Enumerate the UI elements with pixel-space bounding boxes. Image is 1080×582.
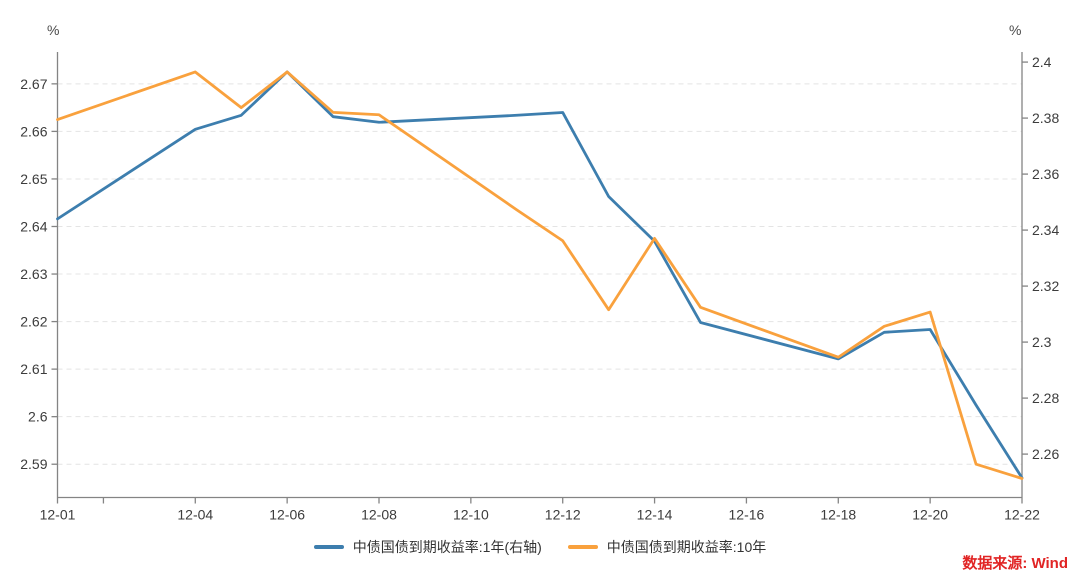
left-axis-unit: % (47, 22, 60, 38)
data-source-note: 数据来源: Wind (962, 555, 1068, 572)
right-axis-tick-label: 2.28 (1032, 390, 1059, 406)
x-axis-tick-label: 12-10 (453, 507, 489, 523)
x-axis-tick-label: 12-18 (820, 507, 856, 523)
series-line-10y (56, 70, 1024, 480)
x-axis-tick-label: 12-06 (269, 507, 305, 523)
right-axis-tick-label: 2.26 (1032, 446, 1059, 462)
left-axis-tick-label: 2.6 (28, 409, 48, 425)
left-axis-tick-label: 2.64 (20, 218, 47, 234)
legend-label-1y: 中债国债到期收益率:1年(右轴) (352, 539, 542, 555)
right-axis-tick-label: 2.34 (1032, 222, 1059, 238)
left-axis-tick-label: 2.66 (20, 123, 47, 139)
legend-item-10y[interactable]: 中债国债到期收益率:10年 (567, 537, 767, 557)
left-axis-tick-label: 2.62 (20, 314, 47, 330)
series-line-1y (56, 70, 1024, 480)
right-axis-tick-label: 2.36 (1032, 166, 1059, 182)
left-axis-tick-label: 2.63 (20, 266, 47, 282)
x-axis-tick-label: 12-08 (361, 507, 397, 523)
right-axis-tick-label: 2.4 (1032, 54, 1052, 70)
legend-swatch-1y (313, 545, 344, 549)
x-axis-tick-label: 12-01 (40, 507, 76, 523)
legend-label-10y: 中债国债到期收益率:10年 (606, 539, 767, 555)
x-axis-tick-label: 12-22 (1004, 507, 1040, 523)
x-axis-tick-label: 12-14 (637, 507, 673, 523)
left-axis-tick-label: 2.59 (20, 456, 47, 472)
right-axis-tick-label: 2.32 (1032, 278, 1059, 294)
x-axis-tick-label: 12-16 (729, 507, 765, 523)
x-axis-tick-label: 12-12 (545, 507, 581, 523)
right-axis-unit: % (1009, 22, 1022, 38)
chart-legend: 中债国债到期收益率:1年(右轴) 中债国债到期收益率:10年 (0, 535, 1080, 559)
x-axis-tick-label: 12-04 (177, 507, 213, 523)
legend-item-1y[interactable]: 中债国债到期收益率:1年(右轴) (313, 537, 542, 557)
left-axis-tick-label: 2.67 (20, 76, 47, 92)
x-axis-tick-label: 12-20 (912, 507, 948, 523)
legend-swatch-10y (567, 545, 598, 549)
right-axis-tick-label: 2.38 (1032, 110, 1059, 126)
right-axis-tick-label: 2.3 (1032, 334, 1052, 350)
left-axis-tick-label: 2.65 (20, 171, 47, 187)
left-axis-tick-label: 2.61 (20, 361, 47, 377)
